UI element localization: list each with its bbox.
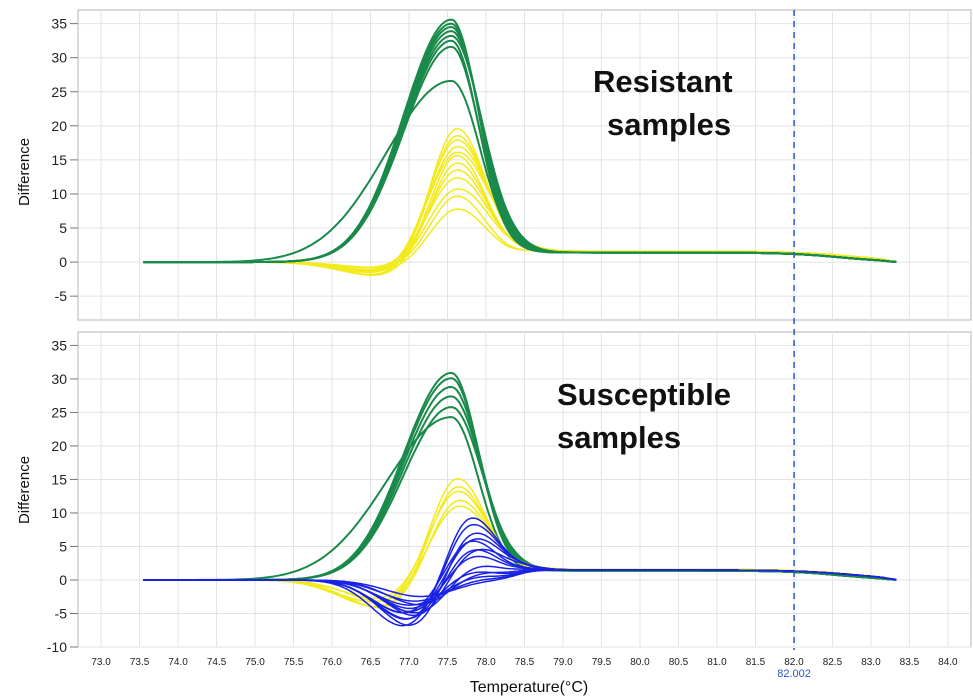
x-tick-label: 82.0 <box>784 657 804 668</box>
y-tick-label: 10 <box>51 186 67 202</box>
resistant-curve <box>143 79 897 264</box>
y-tick-label: 25 <box>51 84 67 100</box>
x-tick-label: 83.0 <box>861 657 881 668</box>
bottom-y-axis-label: Difference <box>16 456 33 524</box>
x-ticks: 73.0 73.5 74.0 74.5 75.0 75.5 76.0 76.5 77.0 77.5… <box>91 657 958 668</box>
x-tick-label: 73.0 <box>91 657 111 668</box>
bottom-annotation-line-1: Susceptible <box>557 377 731 412</box>
y-tick-label: 20 <box>51 118 67 134</box>
x-tick-label: 77.5 <box>438 657 458 668</box>
x-tick-label: 81.5 <box>746 657 766 668</box>
y-tick-label: 35 <box>51 337 67 353</box>
x-tick-label: 84.0 <box>938 657 958 668</box>
temperature-cursor-label: 82.002 <box>777 668 811 680</box>
y-tick-label: 0 <box>59 254 67 270</box>
y-tick-label: 15 <box>51 152 67 168</box>
x-tick-label: 74.0 <box>168 657 188 668</box>
bottom-y-ticks: -10 -5 0 5 10 15 20 25 30 35 <box>47 337 78 655</box>
y-tick-label: 30 <box>51 50 67 66</box>
x-tick-label: 76.5 <box>361 657 381 668</box>
y-tick-label: -5 <box>55 288 68 304</box>
x-tick-label: 78.5 <box>515 657 535 668</box>
x-tick-label: 82.5 <box>823 657 843 668</box>
top-annotation-line-2: samples <box>607 107 731 142</box>
x-tick-label: 83.5 <box>900 657 920 668</box>
bottom-panel: -10 -5 0 5 10 15 20 25 30 35 Difference Susceptib… <box>16 331 972 655</box>
y-tick-label: -10 <box>47 639 67 655</box>
y-tick-label: -5 <box>55 605 68 621</box>
x-tick-label: 76.0 <box>322 657 342 668</box>
x-tick-label: 78.0 <box>476 657 496 668</box>
y-tick-label: 5 <box>59 220 67 236</box>
resistant-curve <box>143 416 897 581</box>
x-tick-label: 79.0 <box>553 657 573 668</box>
x-tick-label: 81.0 <box>707 657 727 668</box>
x-axis-label: Temperature(°C) <box>470 679 588 696</box>
reference-curve <box>143 569 897 598</box>
x-tick-label: 74.5 <box>207 657 227 668</box>
y-tick-label: 15 <box>51 471 67 487</box>
y-tick-label: 20 <box>51 438 67 454</box>
y-tick-label: 10 <box>51 505 67 521</box>
top-panel: -5 0 5 10 15 20 25 30 35 Difference Resistant sa… <box>16 9 972 321</box>
x-tick-label: 77.0 <box>399 657 419 668</box>
x-tick-label: 75.5 <box>284 657 304 668</box>
y-tick-label: 25 <box>51 404 67 420</box>
x-tick-label: 73.5 <box>130 657 150 668</box>
bottom-curves <box>143 371 897 627</box>
y-tick-label: 35 <box>51 16 67 32</box>
y-tick-label: 0 <box>59 572 67 588</box>
x-tick-label: 80.0 <box>630 657 650 668</box>
y-tick-label: 5 <box>59 538 67 554</box>
x-tick-label: 80.5 <box>669 657 689 668</box>
y-tick-label: 30 <box>51 371 67 387</box>
top-y-ticks: -5 0 5 10 15 20 25 30 35 <box>51 16 78 304</box>
x-tick-label: 75.0 <box>245 657 265 668</box>
x-tick-label: 79.5 <box>592 657 612 668</box>
bottom-annotation-line-2: samples <box>557 420 681 455</box>
top-y-axis-label: Difference <box>16 138 33 206</box>
top-annotation-line-1: Resistant <box>593 64 733 99</box>
top-curves <box>143 18 897 276</box>
